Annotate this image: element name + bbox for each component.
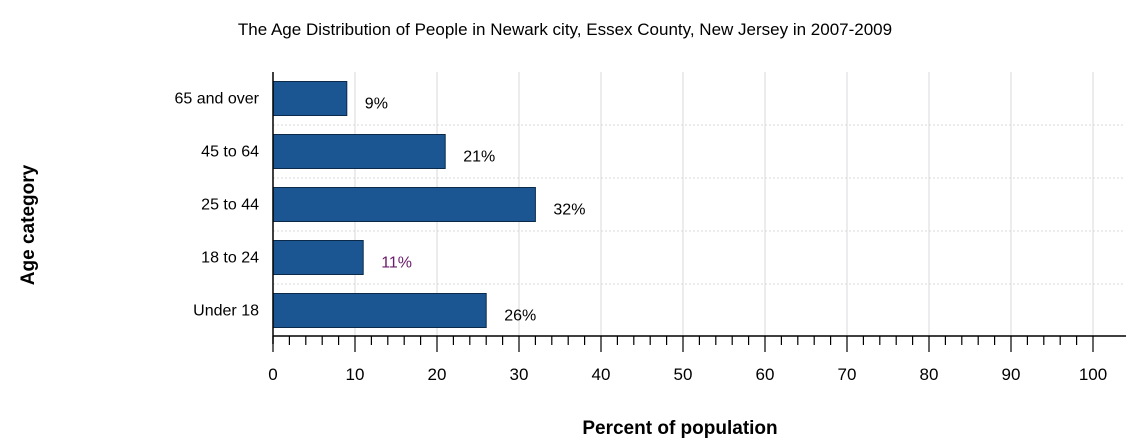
x-tick-label: 40 (592, 365, 611, 384)
x-tick-label: 50 (674, 365, 693, 384)
x-tick-label: 0 (268, 365, 277, 384)
bar (272, 81, 348, 116)
x-tick-label: 100 (1079, 365, 1107, 384)
x-tick-label: 70 (838, 365, 857, 384)
bar (272, 187, 536, 222)
category-label: 25 to 44 (201, 197, 259, 214)
category-label: 65 and over (174, 91, 259, 108)
bar (272, 240, 364, 275)
data-label: 21% (463, 149, 495, 166)
x-axis-title: Percent of population (582, 418, 777, 439)
category-label: 45 to 64 (201, 144, 259, 161)
x-tick-label: 20 (428, 365, 447, 384)
chart-title: The Age Distribution of People in Newark… (238, 20, 892, 39)
x-tick-label: 60 (756, 365, 775, 384)
x-tick-label: 30 (510, 365, 529, 384)
bar (272, 134, 446, 169)
data-label: 26% (504, 308, 536, 325)
category-label: Under 18 (193, 303, 259, 320)
bar (272, 293, 487, 328)
x-tick-label: 90 (1002, 365, 1021, 384)
y-axis-title: Age category (18, 164, 39, 285)
x-axis: 0 10 20 30 40 50 60 70 80 90 100 (268, 72, 1126, 384)
data-label: 32% (553, 202, 585, 219)
x-tick-label: 10 (346, 365, 365, 384)
category-label: 18 to 24 (201, 250, 259, 267)
data-label: 11% (381, 255, 412, 272)
bars: 65 and over 9% 45 to 64 21% 25 to 44 32% 18 to… (174, 81, 585, 328)
data-label: 9% (365, 96, 388, 113)
x-tick-label: 80 (920, 365, 939, 384)
grid (273, 72, 1123, 336)
